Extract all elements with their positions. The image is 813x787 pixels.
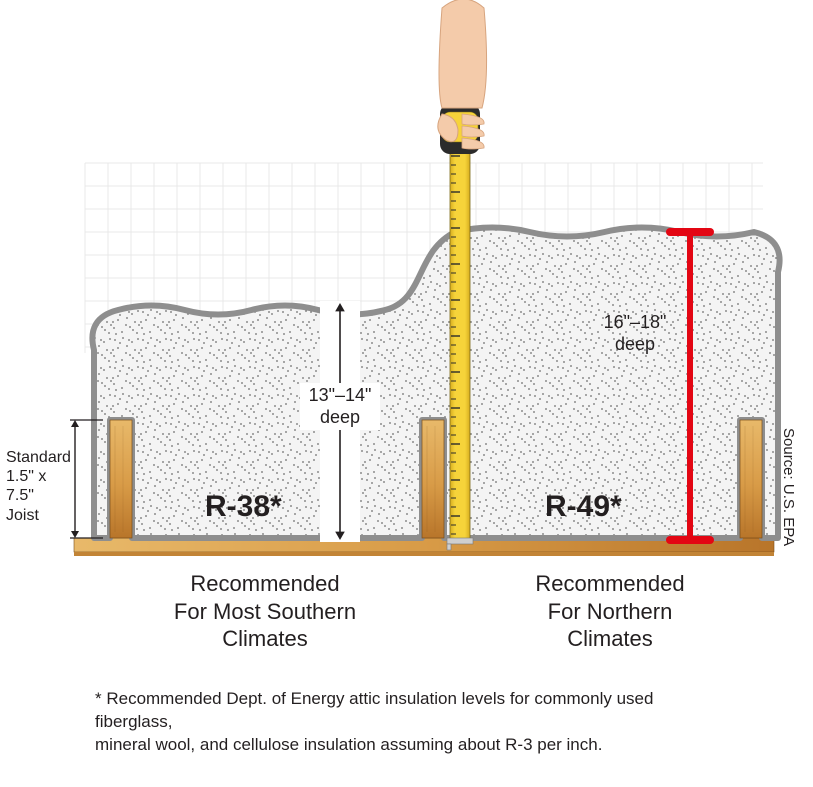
footnote: * Recommended Dept. of Energy attic insu… <box>95 688 735 757</box>
r49-label: R-49* <box>545 490 622 524</box>
depth-left: 13"–14"deep <box>300 383 380 430</box>
joist-l2: 1.5" x 7.5" <box>6 468 46 504</box>
rec-left: RecommendedFor Most SouthernClimates <box>145 570 385 653</box>
joist-label: Standard 1.5" x 7.5" Joist <box>6 448 68 525</box>
rec-right: RecommendedFor NorthernClimates <box>500 570 720 653</box>
depth-right: 16"–18"deep <box>595 312 675 355</box>
source: Source: U.S. EPA <box>780 428 797 546</box>
joist-l3: Joist <box>6 507 39 524</box>
r38-label: R-38* <box>205 490 282 524</box>
joist-l1: Standard <box>6 449 71 466</box>
